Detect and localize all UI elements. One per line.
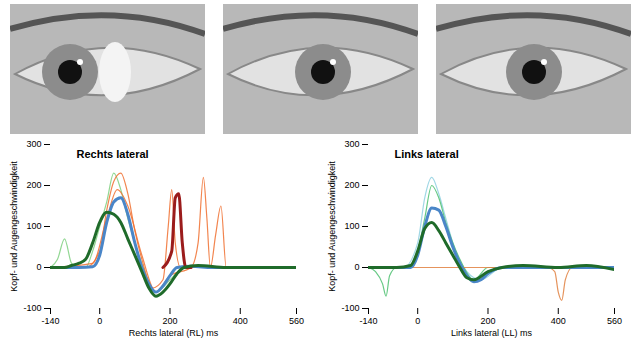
svg-text:200: 200 [26,180,41,190]
svg-text:0: 0 [36,262,41,272]
svg-text:0: 0 [354,262,359,272]
svg-text:-100: -100 [23,303,41,313]
svg-text:560: 560 [289,316,304,326]
svg-text:Rechts lateral (RL) ms: Rechts lateral (RL) ms [129,328,219,338]
svg-text:0: 0 [97,316,102,326]
svg-text:400: 400 [551,316,566,326]
svg-text:Kopf- und Augengeschwindigkeit: Kopf- und Augengeschwindigkeit [9,161,19,292]
svg-text:Links lateral: Links lateral [395,148,459,160]
svg-text:200: 200 [162,316,177,326]
svg-text:100: 100 [26,221,41,231]
svg-text:560: 560 [607,316,622,326]
svg-text:300: 300 [344,139,359,149]
svg-text:300: 300 [26,139,41,149]
svg-text:200: 200 [480,316,495,326]
svg-text:Rechts lateral: Rechts lateral [77,148,149,160]
svg-text:400: 400 [233,316,248,326]
svg-text:-140: -140 [41,316,59,326]
svg-text:-100: -100 [341,303,359,313]
svg-text:Kopf- und Augengeschwindigkeit: Kopf- und Augengeschwindigkeit [327,161,337,292]
svg-text:Links lateral (LL) ms: Links lateral (LL) ms [451,328,533,338]
svg-text:100: 100 [344,221,359,231]
svg-text:0: 0 [415,316,420,326]
svg-text:200: 200 [344,180,359,190]
svg-text:-140: -140 [359,316,377,326]
